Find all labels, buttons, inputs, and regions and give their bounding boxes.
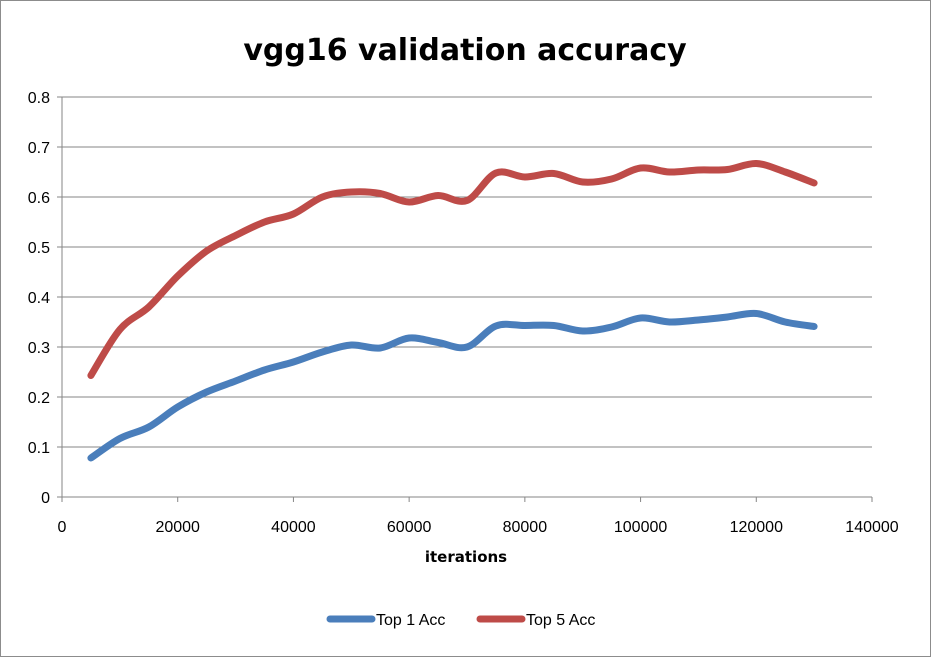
y-tick-label: 0.4 (28, 290, 50, 307)
legend-label: Top 1 Acc (376, 612, 445, 629)
x-axis-label: iterations (425, 548, 507, 566)
y-tick-label: 0.8 (28, 90, 50, 107)
x-tick-label: 100000 (614, 519, 667, 536)
y-tick-label: 0.3 (28, 340, 50, 357)
y-tick-label: 0.7 (28, 140, 50, 157)
x-axis-ticks: 0 20000 40000 60000 80000 100000 120000 140000 (58, 497, 899, 536)
x-tick-label: 40000 (271, 519, 316, 536)
y-tick-label: 0 (41, 490, 50, 507)
x-tick-label: 0 (58, 519, 67, 536)
x-tick-label: 80000 (503, 519, 548, 536)
series-line-top-1-acc (87, 309, 818, 462)
x-tick-label: 60000 (387, 519, 432, 536)
x-tick-label: 120000 (730, 519, 783, 536)
series-lines (87, 160, 818, 462)
legend-label: Top 5 Acc (526, 612, 595, 629)
x-tick-label: 140000 (845, 519, 898, 536)
y-tick-label: 0.5 (28, 240, 50, 257)
y-axis-ticks: 0 0.1 0.2 0.3 0.4 0.5 0.6 0.7 0.8 (28, 90, 62, 507)
series-line-top-5-acc (87, 160, 818, 379)
x-tick-label: 20000 (155, 519, 200, 536)
y-tick-label: 0.6 (28, 190, 50, 207)
chart-title: vgg16 validation accuracy (243, 33, 687, 68)
y-tick-label: 0.2 (28, 390, 50, 407)
y-tick-label: 0.1 (28, 440, 50, 457)
legend: Top 1 Acc Top 5 Acc (326, 612, 595, 629)
